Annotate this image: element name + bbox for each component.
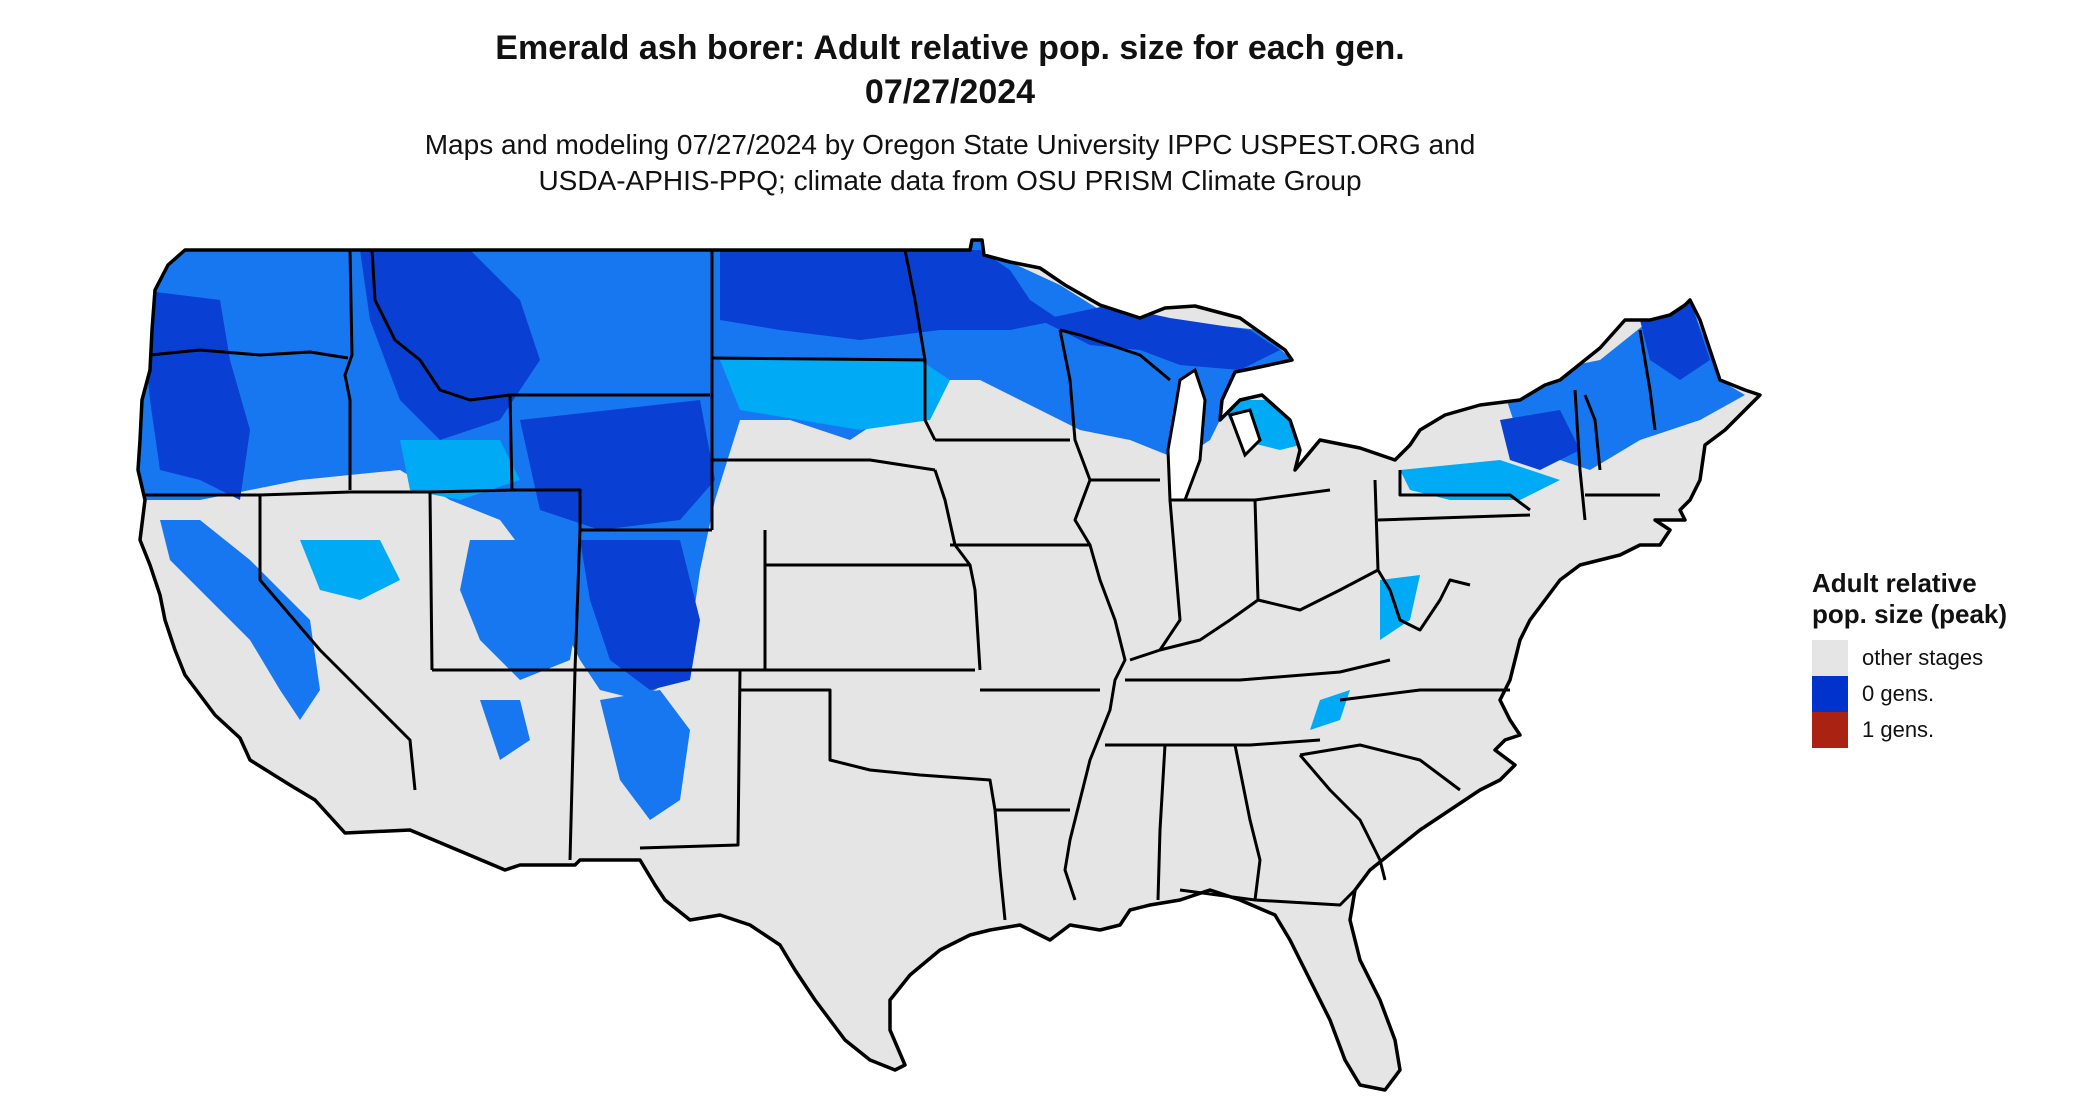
border-sc-ga: [1298, 754, 1387, 881]
legend-title: Adult relative pop. size (peak): [1812, 568, 2008, 629]
border-nc-sc: [1299, 743, 1461, 792]
legend-label-0-gens: 0 gens.: [1862, 681, 1935, 706]
zone-upper-michigan: [1040, 305, 1280, 370]
border-nd-sd: [711, 356, 926, 362]
zone-wyoming: [520, 400, 715, 530]
border-id-mt: [370, 249, 511, 402]
legend-item-1-gens: 1 gens.: [1812, 712, 2072, 748]
border-ky-tn: [1125, 658, 1391, 682]
legend: Adult relative pop. size (peak) other st…: [1812, 568, 2072, 748]
border-wi-mi-up: [1059, 328, 1171, 382]
legend-swatch-0-gens: [1812, 676, 1848, 712]
map-credit-line-1: Maps and modeling 07/27/2024 by Oregon S…: [424, 129, 1476, 160]
border-id-wy: [508, 394, 514, 491]
border-fl-north: [1179, 888, 1357, 907]
legend-items: other stages 0 gens. 1 gens.: [1812, 640, 2072, 748]
border-in-oh: [1253, 499, 1260, 601]
zone-sierra: [160, 520, 320, 720]
border-dakotas-mn: [903, 249, 937, 441]
zone-dakota-fringe: [720, 360, 950, 430]
border-missouri-river: [933, 469, 982, 671]
legend-swatch-1-gens: [1812, 712, 1848, 748]
zone-new-mexico-patches: [600, 690, 690, 820]
border-ny-ne: [1573, 389, 1587, 521]
border-al-ga: [1233, 744, 1262, 901]
border-il-in: [1158, 499, 1182, 651]
zone-northern-rockies: [360, 250, 540, 440]
zone-idaho-fringe: [400, 440, 520, 500]
great-lakes: [1166, 367, 1262, 502]
map-date: 07/27/2024: [864, 73, 1036, 111]
border-sd-ne: [712, 458, 936, 472]
state-borders: [145, 249, 1660, 921]
border-mississippi: [1058, 329, 1127, 901]
map-credit-line-2: USDA-APHIS-PPQ; climate data from OSU PR…: [538, 165, 1362, 196]
border-oh-pa: [1373, 479, 1380, 571]
border-az-nm: [568, 669, 577, 861]
lake-michigan: [1166, 367, 1207, 502]
border-ms-al: [1156, 744, 1167, 901]
legend-label-1-gens: 1 gens.: [1862, 717, 1935, 742]
border-nm-tx: [639, 669, 742, 850]
border-la-tx: [993, 809, 1007, 921]
border-ohio-river: [1129, 568, 1392, 662]
border-nc-va: [1339, 688, 1510, 702]
border-ca-nv: [258, 495, 417, 791]
legend-item-0-gens: 0 gens.: [1812, 676, 2072, 712]
map-title: Emerald ash borer: Adult relative pop. s…: [495, 29, 1405, 67]
border-ut-wy: [512, 488, 582, 530]
zone-maine-north: [1640, 300, 1710, 380]
zone-minnesota-north: [720, 250, 1060, 340]
zone-cascades: [140, 290, 250, 500]
legend-item-other-stages: other stages: [1812, 640, 2072, 676]
border-pa-south: [1377, 513, 1531, 522]
border-nh-me: [1638, 329, 1657, 431]
border-nv-ut: [428, 491, 434, 671]
zone-nevada-patches: [300, 540, 400, 600]
border-wv-va: [1388, 578, 1471, 632]
border-ut-co: [573, 529, 582, 671]
zone-colorado-rockies: [580, 540, 700, 690]
border-vt-nh: [1583, 394, 1602, 471]
zone-adirondacks: [1500, 410, 1580, 470]
border-ok-tx: [740, 688, 997, 811]
border-mi-in-oh: [1170, 488, 1331, 502]
border-tn-south: [1105, 738, 1321, 747]
zone-ny-fringe: [1400, 460, 1560, 500]
lake-huron-bay: [1228, 408, 1262, 458]
legend-label-other-stages: other stages: [1862, 645, 1984, 670]
border-wa-or: [149, 348, 349, 360]
border-id-west: [343, 249, 354, 490]
zone-utah: [460, 540, 580, 680]
zone-arizona-patches: [480, 700, 530, 760]
us-outline: [136, 238, 1762, 1092]
border-ny-pa: [1398, 470, 1531, 512]
legend-swatch-other-stages: [1812, 640, 1848, 676]
